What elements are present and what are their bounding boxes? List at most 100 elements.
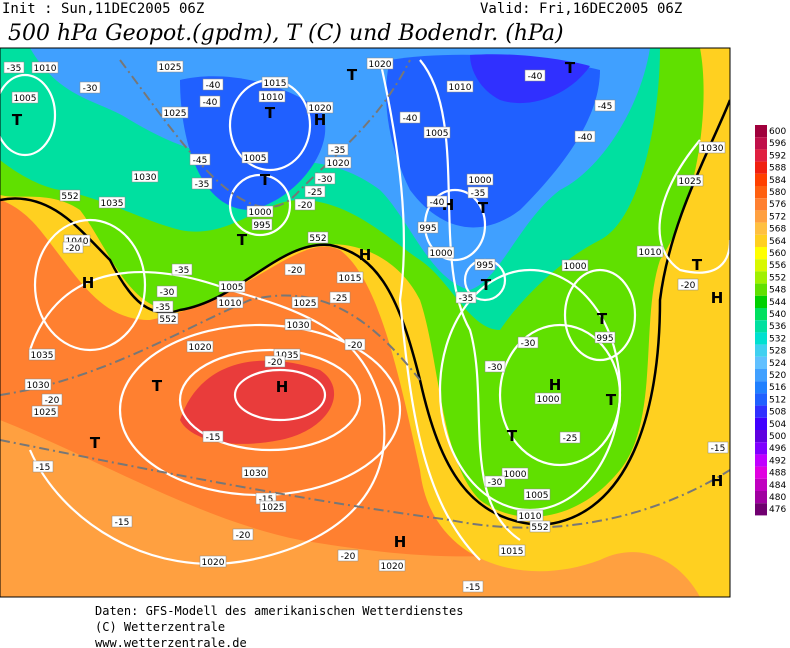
label-box	[427, 246, 455, 259]
color-swatch	[755, 198, 767, 211]
contour-label: 1035	[31, 351, 54, 361]
color-swatch	[755, 478, 767, 491]
label-box	[466, 173, 494, 186]
label-box	[399, 111, 421, 124]
label-box	[264, 355, 286, 368]
label-box	[329, 291, 351, 304]
contour-label: 1025	[262, 503, 285, 513]
label-box	[337, 549, 359, 562]
isotherms	[0, 59, 730, 529]
label-box	[484, 360, 506, 373]
pressure-center: T	[90, 434, 101, 452]
pressure-center: H	[711, 472, 724, 490]
label-box	[455, 291, 477, 304]
color-swatch	[755, 332, 767, 345]
contour-label: 1030	[134, 173, 157, 183]
label-box	[41, 393, 63, 406]
colorbar-label: 584	[769, 176, 786, 186]
colorbar-label: 512	[769, 395, 786, 405]
contour-label: 1025	[294, 299, 317, 309]
colorbar-label: 536	[769, 322, 786, 332]
contour-label: -30	[83, 84, 98, 94]
contour-label: 1030	[27, 381, 50, 391]
label-box	[216, 296, 244, 309]
label-box	[191, 177, 213, 190]
color-swatch	[755, 247, 767, 260]
label-box	[484, 475, 506, 488]
label-box	[594, 99, 616, 112]
contour-label: 1020	[202, 558, 225, 568]
label-box	[327, 143, 349, 156]
label-box	[232, 528, 254, 541]
contour-label: -20	[66, 244, 81, 254]
colorbar-label: 492	[769, 456, 786, 466]
contour-label: 1010	[261, 93, 284, 103]
contour-label: -30	[160, 288, 175, 298]
contour-label: -15	[206, 433, 221, 443]
color-swatch	[755, 369, 767, 382]
contour-label: -25	[308, 188, 323, 198]
label-box	[423, 126, 451, 139]
color-swatch	[755, 356, 767, 369]
colorbar-label: 532	[769, 334, 786, 344]
contour-label: 1010	[639, 248, 662, 258]
label-box	[534, 392, 562, 405]
contour-label: -30	[521, 339, 536, 349]
colorbar-label: 564	[769, 237, 786, 247]
contour-label: -40	[206, 81, 221, 91]
label-box	[284, 263, 306, 276]
color-swatch	[755, 491, 767, 504]
label-box	[3, 61, 25, 74]
contour-label: -35	[331, 146, 346, 156]
contour-label: 1015	[501, 547, 524, 557]
label-box	[324, 156, 352, 169]
label-box	[157, 312, 179, 325]
footer-line: Daten: GFS-Modell des amerikanischen Wet…	[95, 604, 463, 618]
contour-label: 1000	[504, 470, 527, 480]
contour-label: -15	[36, 463, 51, 473]
footer-line: www.wetterzentrale.de	[95, 636, 247, 648]
label-box	[241, 466, 269, 479]
label-box	[161, 106, 189, 119]
contour-label: -40	[430, 198, 445, 208]
contour-label: 1000	[249, 208, 272, 218]
contour-label: -30	[488, 363, 503, 373]
color-swatch	[755, 149, 767, 162]
color-swatch	[755, 283, 767, 296]
colorbar-label: 580	[769, 188, 786, 198]
contour-label: -15	[115, 518, 130, 528]
label-box	[707, 441, 729, 454]
pressure-center: T	[597, 310, 608, 328]
label-box	[241, 151, 269, 164]
label-box	[474, 258, 496, 271]
contour-label: -20	[268, 358, 283, 368]
contour-label: 552	[61, 192, 78, 202]
label-box	[677, 278, 699, 291]
color-swatch	[755, 137, 767, 150]
label-box	[417, 221, 439, 234]
color-swatch	[755, 186, 767, 199]
contour-label: 995	[596, 334, 613, 344]
label-box	[306, 101, 334, 114]
label-box	[517, 336, 539, 349]
color-swatch	[755, 320, 767, 333]
contour-label: 1000	[564, 262, 587, 272]
label-box	[24, 378, 52, 391]
label-box	[529, 520, 551, 533]
color-swatch	[755, 466, 767, 479]
label-box	[202, 78, 224, 91]
colorbar-label: 544	[769, 298, 786, 308]
contour-label: 552	[159, 315, 176, 325]
contour-label: -15	[711, 444, 726, 454]
label-box	[218, 280, 246, 293]
contour-label: -30	[318, 175, 333, 185]
colorbar-label: 588	[769, 164, 786, 174]
contour-label: 1020	[327, 159, 350, 169]
colorbar-label: 480	[769, 493, 786, 503]
contour-label: 552	[309, 234, 326, 244]
colorbar-label: 556	[769, 261, 786, 271]
label-box	[199, 95, 221, 108]
contour-label: 1030	[244, 469, 267, 479]
label-box	[246, 205, 274, 218]
label-box	[426, 195, 448, 208]
